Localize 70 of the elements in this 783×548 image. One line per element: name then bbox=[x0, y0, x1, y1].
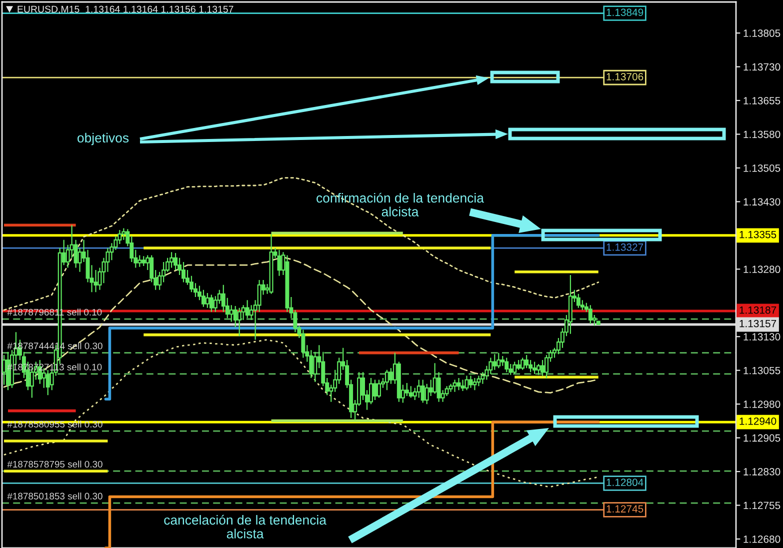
candlestick bbox=[205, 292, 210, 308]
candlestick bbox=[408, 386, 413, 398]
candlestick bbox=[301, 329, 306, 358]
y-tick-label: 1.13505 bbox=[744, 164, 780, 172]
annotation: cancelación de la tendencia alcista bbox=[164, 514, 326, 538]
ref-line-label: 1.13355 bbox=[740, 230, 776, 238]
y-tick-label: 1.13580 bbox=[744, 130, 780, 138]
ref-line-label: 1.13187 bbox=[740, 306, 776, 314]
candlestick bbox=[516, 359, 521, 370]
ref-line-label: 1.13706 bbox=[606, 72, 644, 80]
chart-title: EURUSD,M15 1.13164 1.13164 1.13156 1.13157 bbox=[18, 6, 234, 14]
candlestick bbox=[174, 252, 178, 271]
candlestick bbox=[464, 375, 469, 391]
candlestick bbox=[528, 359, 533, 373]
candlestick bbox=[460, 379, 465, 392]
candlestick bbox=[492, 354, 497, 370]
candlestick bbox=[468, 375, 473, 388]
ref-line-label: #1878578795 sell 0.30 bbox=[7, 460, 102, 468]
candlestick bbox=[237, 307, 242, 337]
candlestick bbox=[496, 352, 501, 369]
candlestick bbox=[209, 294, 214, 312]
candlestick bbox=[588, 304, 592, 325]
ref-line-label: 1.12804 bbox=[606, 478, 644, 486]
candlestick bbox=[384, 369, 389, 391]
ref-line-label: 1.12745 bbox=[606, 505, 644, 513]
candlestick bbox=[142, 256, 146, 267]
y-tick-label: 1.13655 bbox=[744, 96, 780, 104]
ref-line-label: 1.13327 bbox=[606, 243, 644, 251]
y-tick-label: 1.13805 bbox=[744, 30, 780, 37]
candlestick bbox=[201, 289, 206, 308]
candlestick bbox=[568, 274, 572, 334]
y-tick-label: 1.13280 bbox=[744, 266, 780, 274]
y-tick-label: 1.13430 bbox=[744, 198, 780, 206]
y-tick-label: 1.12905 bbox=[744, 434, 780, 442]
candlestick bbox=[170, 252, 174, 268]
candlestick bbox=[376, 379, 381, 398]
candlestick bbox=[532, 361, 537, 374]
candlestick bbox=[504, 357, 509, 373]
candlestick bbox=[46, 369, 50, 396]
y-tick-label: 1.13055 bbox=[744, 366, 780, 374]
candlestick bbox=[452, 379, 457, 392]
candlestick bbox=[277, 249, 282, 276]
ref-line-label: 1.13849 bbox=[606, 8, 644, 16]
y-tick-label: 1.12755 bbox=[744, 502, 780, 510]
ref-line-label: #1878501853 sell 0.30 bbox=[7, 492, 102, 500]
candlestick bbox=[269, 234, 274, 294]
candlestick bbox=[420, 379, 425, 404]
y-tick-label: 1.12680 bbox=[744, 536, 780, 543]
ref-line-label: 1.13157 bbox=[740, 320, 776, 328]
candlestick bbox=[476, 375, 481, 387]
candlestick bbox=[372, 379, 377, 401]
candlestick bbox=[182, 261, 186, 283]
candlestick bbox=[448, 383, 453, 392]
candlestick bbox=[540, 359, 545, 376]
y-tick-label: 1.13730 bbox=[744, 63, 780, 71]
candlestick bbox=[245, 300, 250, 319]
candlestick bbox=[520, 357, 525, 370]
candlestick bbox=[524, 354, 529, 369]
ref-line-label: 1.12940 bbox=[740, 417, 776, 425]
candlestick bbox=[472, 377, 477, 391]
candlestick bbox=[536, 363, 541, 376]
candlestick bbox=[512, 361, 517, 374]
candlestick bbox=[456, 377, 461, 391]
y-tick-label: 1.12980 bbox=[744, 400, 780, 408]
y-tick-label: 1.12830 bbox=[744, 468, 780, 476]
candlestick bbox=[576, 293, 580, 308]
candlestick bbox=[416, 379, 421, 398]
annotation: objetivos bbox=[78, 132, 129, 146]
candlestick bbox=[424, 383, 429, 405]
y-tick-label: 1.13130 bbox=[744, 333, 780, 340]
